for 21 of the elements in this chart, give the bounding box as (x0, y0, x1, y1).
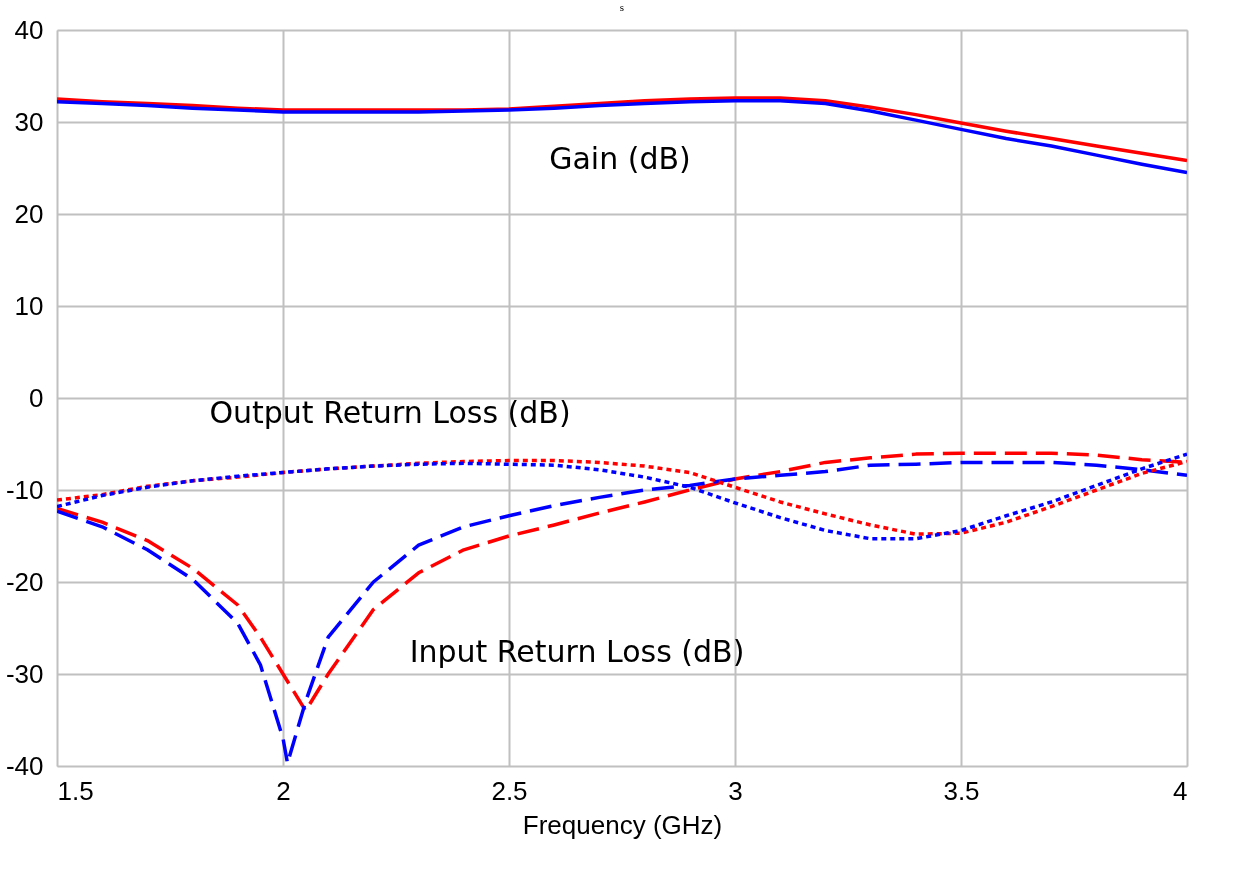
y-tick-label: 20 (14, 198, 44, 229)
annotation: Gain (dB) (549, 141, 691, 176)
y-tick-label: 0 (29, 382, 44, 413)
x-axis-title: Frequency (GHz) (522, 809, 723, 840)
chart-title: s (619, 1, 625, 13)
annotation: Output Return Loss (dB) (209, 395, 571, 430)
x-tick-label: 3.5 (943, 775, 980, 806)
x-tick-label: 3 (728, 775, 743, 806)
y-tick-label: 40 (14, 14, 44, 45)
x-tick-label: 2.5 (491, 775, 528, 806)
y-tick-label: -40 (5, 750, 44, 781)
y-tick-label: 10 (14, 290, 44, 321)
x-tick-label: 4 (1173, 775, 1188, 806)
y-tick-label: -10 (5, 474, 44, 505)
y-tick-label: -20 (5, 566, 44, 597)
annotation: Input Return Loss (dB) (409, 634, 745, 669)
x-tick-label: 1.5 (57, 775, 94, 806)
y-tick-label: -30 (5, 658, 44, 689)
line-series (57, 99, 1187, 175)
y-tick-label: 30 (14, 106, 44, 137)
x-tick-label: 2 (276, 775, 291, 806)
